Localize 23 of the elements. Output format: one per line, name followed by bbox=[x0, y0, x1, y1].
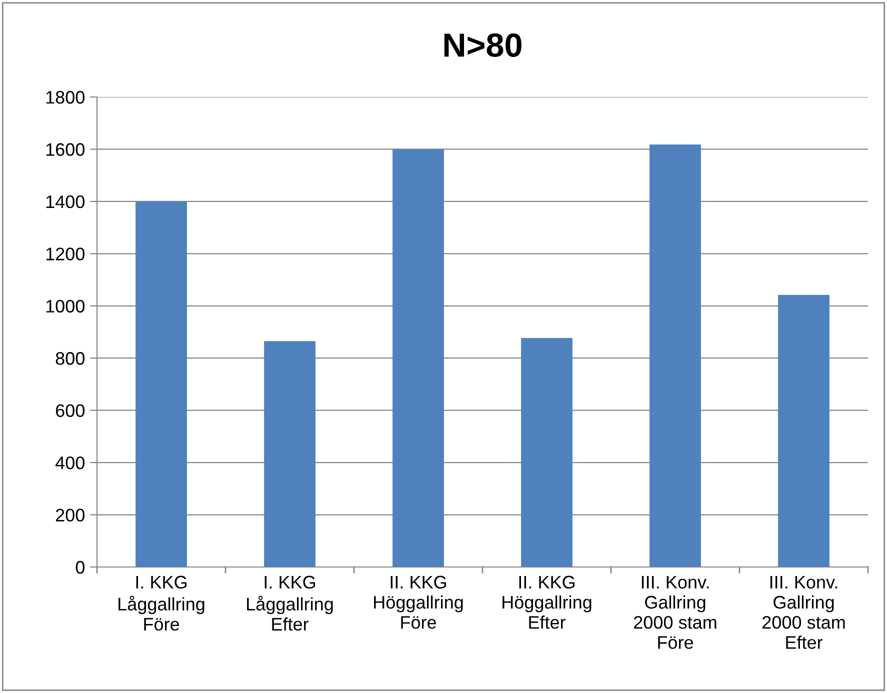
bar bbox=[392, 149, 444, 567]
y-tick-label: 1200 bbox=[46, 248, 84, 260]
bar bbox=[778, 294, 830, 567]
x-tick-label: II. KKG Höggallring Före bbox=[374, 576, 463, 629]
x-tick-label: III. Konv. Gallring 2000 stam Efter bbox=[762, 576, 845, 649]
y-tick-label: 800 bbox=[56, 352, 84, 365]
y-tick-label: 1400 bbox=[46, 195, 84, 208]
bar bbox=[136, 201, 187, 567]
y-tick-label: 600 bbox=[56, 404, 84, 418]
y-tick-label: 400 bbox=[55, 456, 84, 470]
bar bbox=[264, 341, 316, 567]
y-tick-label: 1000 bbox=[46, 300, 84, 313]
x-tick-label: III. Konv. Gallring 2000 stam Före bbox=[634, 576, 716, 649]
bar bbox=[650, 144, 701, 567]
y-tick-label: 1600 bbox=[46, 143, 84, 156]
x-tick-label: I. KKG Låggallring Före bbox=[118, 576, 204, 631]
bar bbox=[521, 338, 572, 567]
y-tick-label: 200 bbox=[56, 508, 84, 522]
y-tick-label: 1800 bbox=[46, 90, 84, 104]
x-tick-label: II. KKG Höggallring Efter bbox=[502, 576, 592, 629]
chart-title: N>80 bbox=[444, 33, 522, 57]
x-tick-label: I. KKG Låggallring Efter bbox=[247, 576, 333, 631]
y-tick-label: 0 bbox=[76, 560, 84, 574]
